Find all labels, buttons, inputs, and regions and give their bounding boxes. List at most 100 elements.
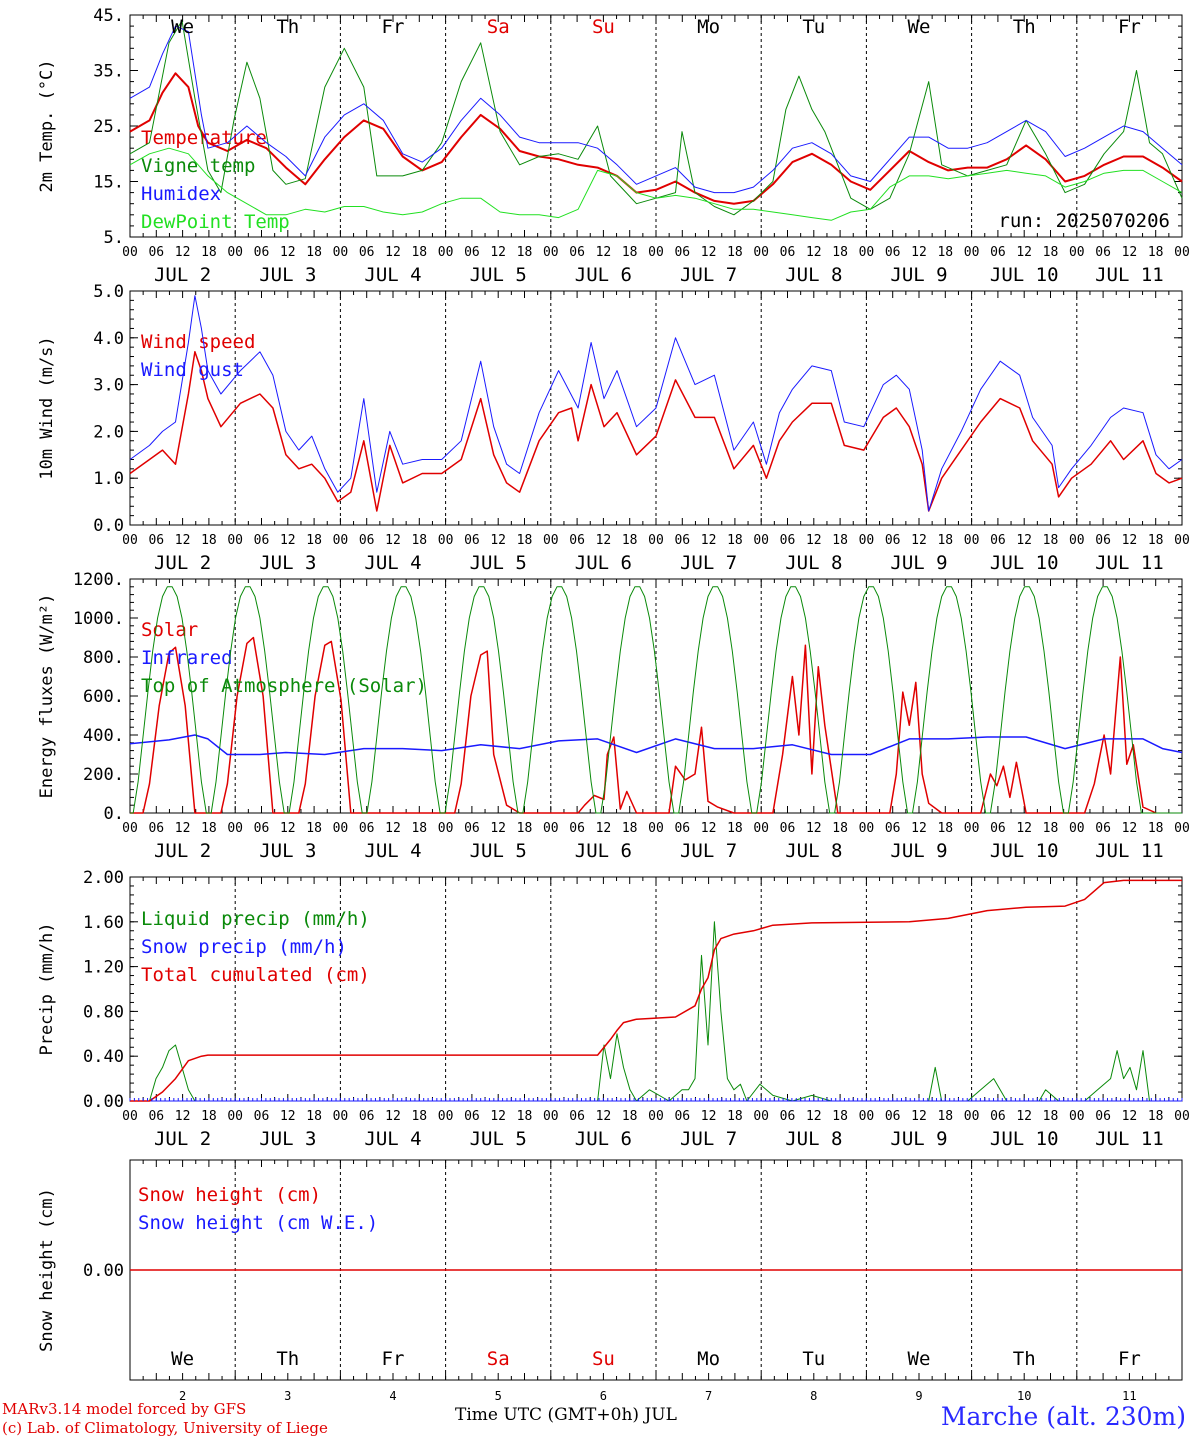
hour-tick-label: 12 [596,533,612,548]
hour-tick-label: 18 [306,533,322,548]
weekday-label: Tu [802,1348,825,1370]
hour-tick-label: 00 [227,533,243,548]
hour-tick-label: 00 [438,245,454,260]
hour-tick-label: 06 [254,533,270,548]
hour-tick-label: 00 [333,1109,349,1124]
date-label: JUL 9 [890,264,947,286]
hour-tick-label: 18 [411,821,427,836]
date-label: JUL 11 [1095,552,1164,574]
hour-tick-label: 00 [122,533,138,548]
hour-tick-label: 18 [727,1109,743,1124]
legend-entry: Solar [141,619,198,641]
day-number-label: 4 [389,1389,396,1403]
hour-tick-label: 12 [701,533,717,548]
hour-tick-label: 00 [859,821,875,836]
y-tick-label: 2.00 [83,868,124,888]
date-label: JUL 5 [470,552,527,574]
legend-entry: Liquid precip (mm/h) [141,908,370,930]
hour-tick-label: 12 [911,245,927,260]
date-label: JUL 2 [154,1128,211,1150]
hour-tick-label: 18 [517,1109,533,1124]
hour-tick-label: 06 [674,533,690,548]
hour-tick-label: 06 [1095,821,1111,836]
hour-tick-label: 18 [517,245,533,260]
hour-tick-label: 06 [674,245,690,260]
hour-tick-label: 06 [464,821,480,836]
hour-tick-label: 12 [1122,821,1138,836]
weekday-label: Sa [487,16,510,38]
y-tick-label: 1.0 [93,469,124,489]
hour-tick-label: 12 [175,821,191,836]
hour-tick-label: 18 [727,245,743,260]
hour-tick-label: 00 [1069,1109,1085,1124]
y-tick-label: 4.0 [93,329,124,349]
hour-tick-label: 12 [701,245,717,260]
hour-tick-label: 06 [990,821,1006,836]
day-number-label: 7 [705,1389,712,1403]
hour-tick-label: 12 [701,1109,717,1124]
hour-tick-label: 06 [254,1109,270,1124]
hour-tick-label: 06 [674,1109,690,1124]
y-tick-label: 0.0 [93,516,124,536]
hour-tick-label: 00 [543,245,559,260]
hour-tick-label: 00 [1174,1109,1190,1124]
hour-tick-label: 12 [280,1109,296,1124]
hour-tick-label: 06 [990,533,1006,548]
day-number-label: 11 [1122,1389,1136,1403]
series-line-vigne-temp [129,20,1183,216]
weekday-label: Tu [802,16,825,38]
hour-tick-label: 12 [596,821,612,836]
hour-tick-label: 00 [227,1109,243,1124]
hour-tick-label: 18 [937,821,953,836]
y-tick-label: 0.00 [83,1092,124,1112]
legend-entry: Temperature [141,127,267,149]
hour-tick-label: 12 [385,821,401,836]
date-label: JUL 6 [575,840,632,862]
hour-tick-label: 18 [727,821,743,836]
hour-tick-label: 00 [753,245,769,260]
weekday-label: Sa [487,1348,510,1370]
day-number-label: 3 [284,1389,291,1403]
hour-tick-label: 00 [964,533,980,548]
y-axis-title: Snow height (cm) [37,1188,57,1352]
hour-tick-label: 06 [148,533,164,548]
date-label: JUL 2 [154,264,211,286]
weekday-label: Th [1013,1348,1036,1370]
date-label: JUL 11 [1095,1128,1164,1150]
y-tick-label: 0. [104,804,124,824]
legend-entry: Snow precip (mm/h) [141,936,347,958]
date-label: JUL 7 [680,264,737,286]
hour-tick-label: 12 [280,821,296,836]
legend-entry: Snow height (cm W.E.) [138,1212,378,1234]
hour-tick-label: 06 [569,245,585,260]
panel-precip: 0.00 0.40 0.80 1.20 1.60 2.00 Precip (mm/h) 00 0… [37,868,1190,1150]
hour-tick-label: 06 [780,533,796,548]
hour-tick-label: 00 [122,821,138,836]
y-axis-title: 10m Wind (m/s) [37,336,57,479]
hour-tick-label: 06 [148,245,164,260]
hour-tick-label: 18 [306,821,322,836]
hour-tick-label: 12 [596,1109,612,1124]
hour-tick-label: 06 [359,1109,375,1124]
date-label: JUL 9 [890,840,947,862]
weekday-label: Th [276,1348,299,1370]
date-label: JUL 9 [890,1128,947,1150]
hour-tick-label: 18 [1043,533,1059,548]
hour-tick-label: 18 [201,1109,217,1124]
day-number-label: 8 [810,1389,817,1403]
date-label: JUL 6 [575,1128,632,1150]
hour-tick-label: 06 [885,245,901,260]
series-line-dewpoint-temp [129,147,1183,221]
hour-tick-label: 06 [359,821,375,836]
series-line-top-of-atmosphere-solar- [130,586,1182,814]
y-tick-label: 0.80 [83,1002,124,1022]
weekday-label: Su [592,1348,615,1370]
hour-tick-label: 18 [832,821,848,836]
legend-entry: Wind gust [141,359,244,381]
day-number-label: 10 [1017,1389,1031,1403]
date-label: JUL 8 [785,840,842,862]
y-tick-label: 5. [104,228,124,248]
hour-tick-label: 12 [1016,821,1032,836]
series-line-solar [130,636,1157,814]
